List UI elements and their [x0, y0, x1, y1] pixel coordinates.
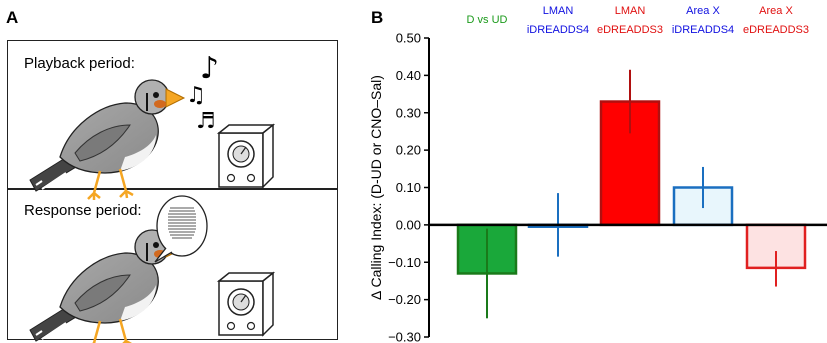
panel-a-letter: A [6, 8, 19, 27]
zebra-finch-icon [28, 228, 186, 343]
bar-group-label: eDREADDS3 [597, 24, 663, 36]
y-tick-label: 0.50 [396, 31, 421, 46]
speaker-icon [218, 272, 274, 336]
bar-group-label: Area X [759, 5, 793, 17]
svg-text:♫: ♫ [186, 83, 206, 108]
music-notes-icon: ♪ ♫ ♬ [186, 51, 219, 134]
response-period-label: Response period: [24, 202, 142, 219]
y-tick-label: −0.20 [388, 292, 421, 307]
panel-b-letter: B [371, 8, 384, 27]
bar-group-label: Area X [686, 5, 720, 17]
y-tick-label: 0.10 [396, 180, 421, 195]
zebra-finch-icon [28, 78, 186, 202]
y-tick-label: −0.10 [388, 255, 421, 270]
svg-text:♬: ♬ [196, 109, 216, 134]
bar-group-label: D vs UD [467, 14, 508, 26]
playback-period-label: Playback period: [24, 55, 135, 72]
bar-group-label: iDREADDS4 [672, 24, 734, 36]
bar-group-label: eDREADDS3 [743, 24, 809, 36]
y-tick-label: 0.40 [396, 68, 421, 83]
bar-group-label: LMAN [615, 5, 646, 17]
speech-bubble-song-icon [154, 195, 208, 263]
y-axis-label: Δ Calling Index: (D-UD or CNO–Sal) [368, 75, 384, 300]
y-tick-label: −0.30 [388, 330, 421, 343]
speaker-icon [218, 124, 274, 188]
svg-text:♪: ♪ [200, 51, 219, 86]
bar-group-label: LMAN [543, 5, 574, 17]
y-tick-label: 0.00 [396, 217, 421, 232]
y-tick-label: 0.30 [396, 105, 421, 120]
y-tick-label: 0.20 [396, 143, 421, 158]
bar-group-label: iDREADDS4 [527, 24, 589, 36]
bar-chart: 0.50 0.40 0.30 0.20 0.10 0.00 −0.10 −0.20 −0.30 Δ… [368, 5, 827, 343]
